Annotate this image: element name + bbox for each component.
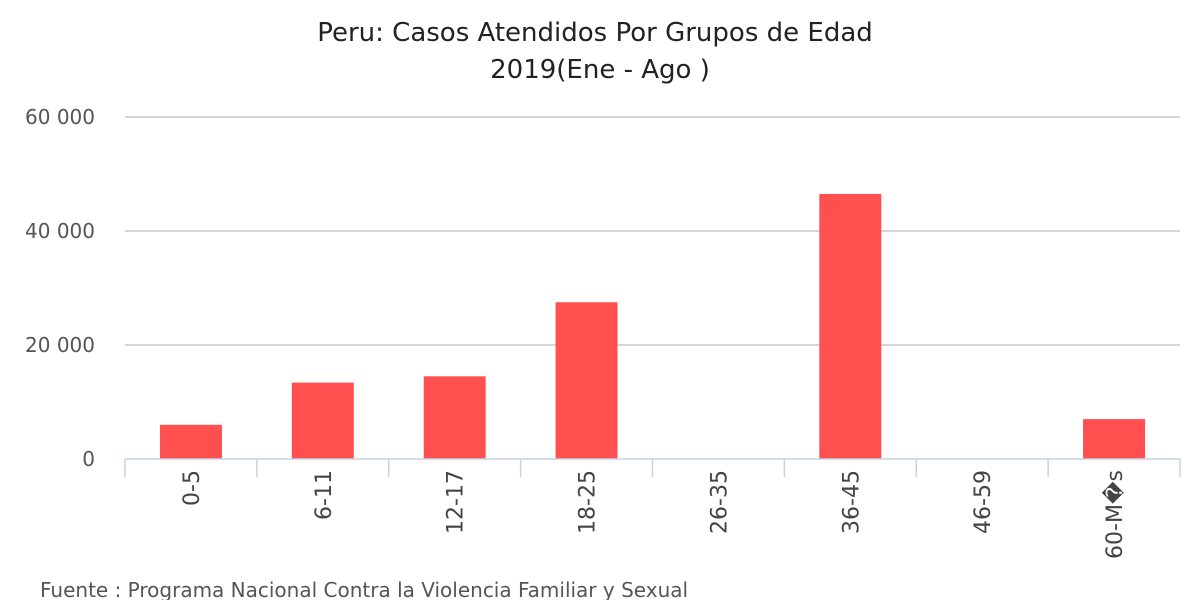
x-tick-label: 60-M�s — [1101, 470, 1128, 559]
source-note: Fuente : Programa Nacional Contra la Vio… — [40, 578, 688, 600]
x-tick-label: 0-5 — [180, 470, 205, 506]
x-tick-label: 46-59 — [971, 470, 996, 534]
bar-60-M�s — [1083, 419, 1146, 459]
x-axis: 0-5 6-11 12-17 18-25 26-35 36-45 46-59 60-M�s — [124, 458, 1181, 559]
x-tick-label: 12-17 — [444, 470, 469, 534]
x-tick-label: 26-35 — [707, 470, 732, 534]
x-tick-label: 36-45 — [839, 470, 864, 534]
y-axis-ticks: 0 20 000 40 000 60 000 — [25, 105, 95, 471]
chart-subtitle: 2019(Ene - Ago ) — [490, 55, 710, 85]
gridlines — [125, 116, 1180, 346]
x-tick-label: 18-25 — [576, 470, 601, 534]
y-tick-label: 0 — [82, 447, 95, 471]
bar-6-11 — [291, 382, 354, 459]
y-tick-label: 20 000 — [25, 333, 95, 357]
bar-36-45 — [819, 193, 882, 459]
bar-0-5 — [159, 424, 222, 459]
bar-12-17 — [423, 376, 486, 459]
y-tick-label: 40 000 — [25, 219, 95, 243]
bar-18-25 — [555, 302, 618, 459]
x-tick-label: 6-11 — [312, 470, 337, 520]
bars — [159, 193, 1146, 459]
chart-title: Peru: Casos Atendidos Por Grupos de Edad — [317, 18, 873, 48]
y-tick-label: 60 000 — [25, 105, 95, 129]
